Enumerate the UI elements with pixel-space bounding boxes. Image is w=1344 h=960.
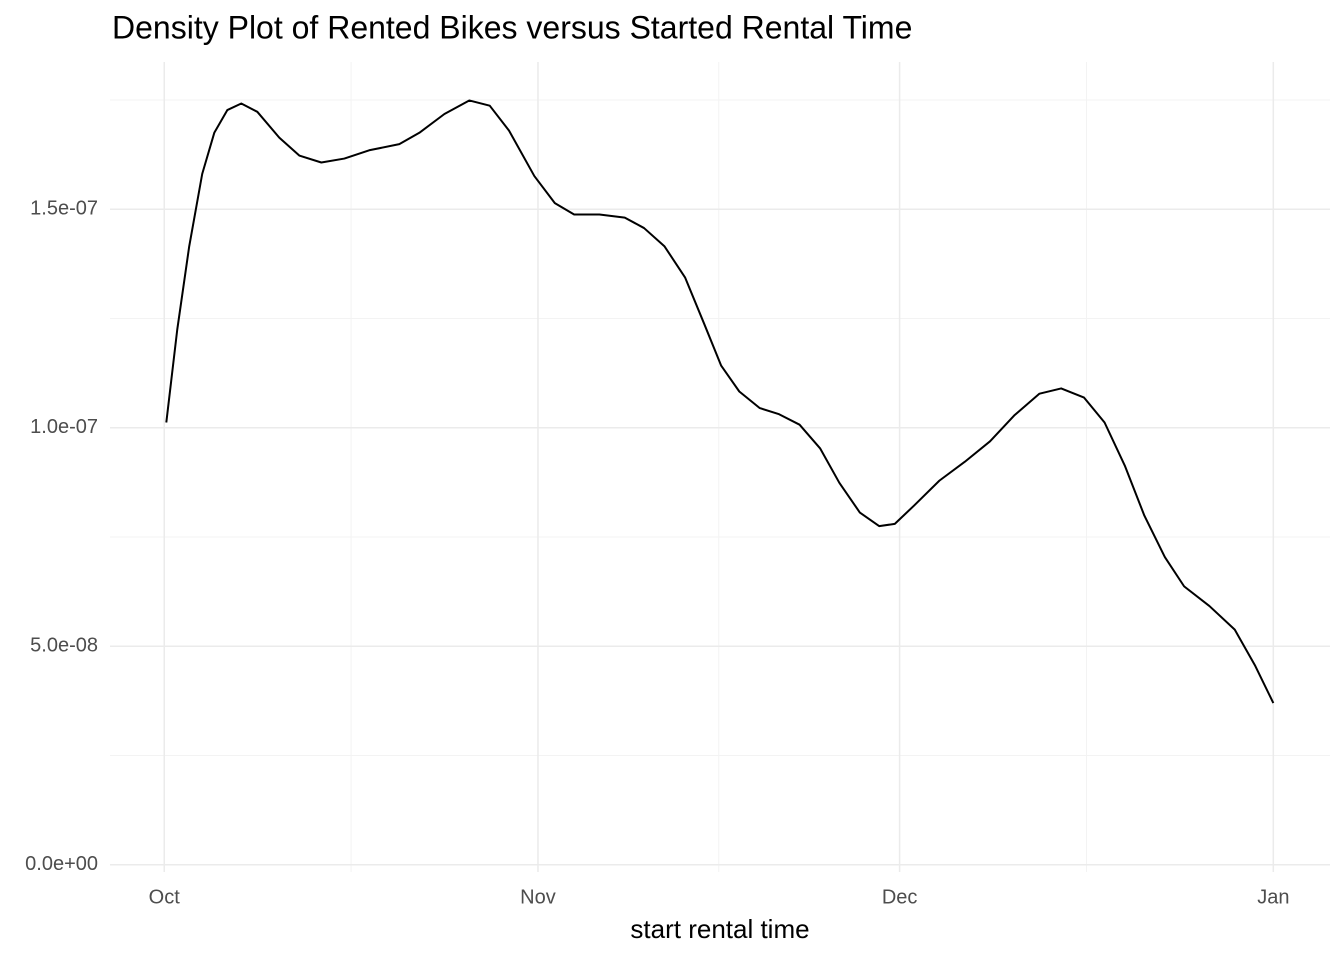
density-line	[165, 99, 1275, 704]
y-tick-label: 5.0e-08	[30, 635, 98, 657]
x-axis-title: start rental time	[630, 914, 809, 944]
x-tick-label: Jan	[1257, 886, 1289, 908]
y-tick-label: 1.5e-07	[30, 198, 98, 220]
x-tick-label: Dec	[882, 886, 918, 908]
y-tick-label: 1.0e-07	[30, 416, 98, 438]
x-tick-label: Nov	[520, 886, 556, 908]
y-tick-label: 0.0e+00	[25, 853, 98, 875]
chart-title: Density Plot of Rented Bikes versus Star…	[112, 9, 912, 45]
x-tick-label: Oct	[149, 886, 181, 908]
